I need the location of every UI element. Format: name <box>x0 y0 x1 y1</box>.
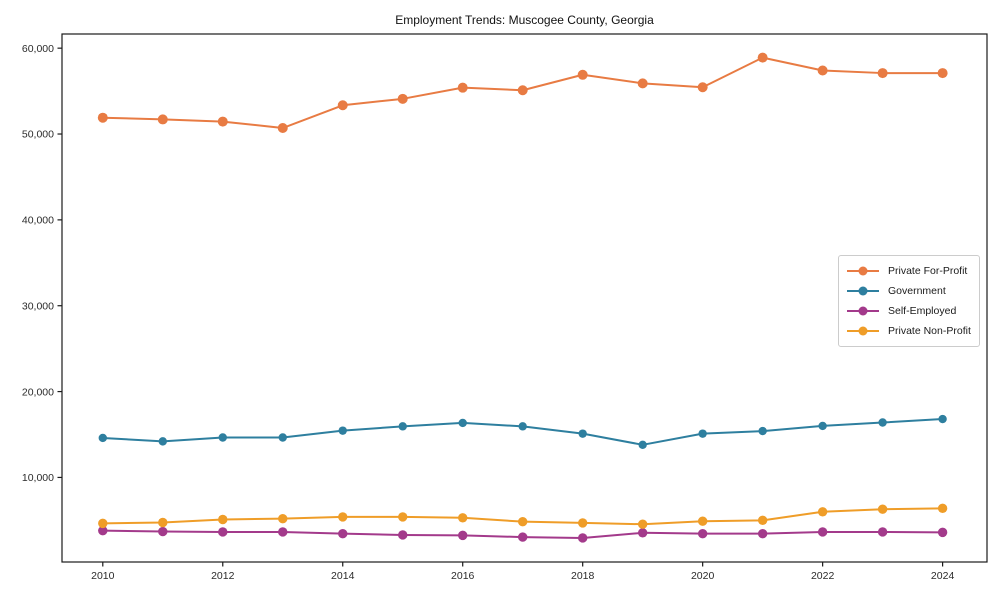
data-point-private-non-profit <box>637 519 648 529</box>
chart-legend: Private For-Profit Government Self-Employe… <box>838 255 980 347</box>
data-point-private-for-profit <box>217 116 228 127</box>
x-tick-label: 2010 <box>91 570 115 582</box>
data-point-private-for-profit <box>757 52 768 63</box>
data-point-private-non-profit <box>338 512 348 522</box>
data-point-private-non-profit <box>577 518 588 528</box>
legend-label: Self-Employed <box>888 305 957 317</box>
data-point-private-for-profit <box>457 82 468 93</box>
legend-label: Private Non-Profit <box>888 325 971 337</box>
data-point-private-non-profit <box>398 512 408 522</box>
data-point-government <box>878 418 887 427</box>
y-tick-label: 20,000 <box>22 386 54 398</box>
x-tick-label: 2020 <box>691 570 715 582</box>
legend-item-government: Government <box>846 281 973 301</box>
data-point-private-non-profit <box>278 513 288 524</box>
legend-marker-icon <box>847 266 879 276</box>
data-point-self-employed <box>937 527 948 538</box>
x-tick-label: 2024 <box>931 570 955 582</box>
y-tick-label: 60,000 <box>22 43 54 55</box>
data-point-government <box>518 422 527 431</box>
data-point-self-employed <box>218 527 228 537</box>
data-point-private-non-profit <box>98 518 108 529</box>
data-point-government <box>98 433 107 443</box>
data-point-government <box>698 429 707 438</box>
data-point-self-employed <box>458 530 468 541</box>
data-point-private-for-profit <box>277 123 288 134</box>
legend-marker-icon <box>847 326 879 336</box>
data-point-private-for-profit <box>157 114 168 125</box>
chart-title: Employment Trends: Muscogee County, Geor… <box>395 13 654 27</box>
legend-label: Government <box>888 285 946 297</box>
data-point-government <box>758 426 767 436</box>
plot-border <box>61 33 988 563</box>
data-point-private-for-profit <box>637 78 648 89</box>
data-point-private-for-profit <box>817 65 828 76</box>
data-point-private-non-profit <box>158 517 168 528</box>
data-point-government <box>398 422 407 431</box>
data-point-self-employed <box>158 526 168 537</box>
x-tick-label: 2014 <box>331 570 355 582</box>
data-point-private-non-profit <box>877 504 888 514</box>
data-point-private-for-profit <box>577 69 588 80</box>
data-point-government <box>818 421 827 431</box>
legend-label: Private For-Profit <box>888 265 968 277</box>
legend-item-private-for-profit: Private For-Profit <box>846 261 973 281</box>
x-tick-label: 2022 <box>811 570 835 582</box>
data-point-private-non-profit <box>937 503 948 514</box>
data-point-self-employed <box>637 528 648 538</box>
data-point-self-employed <box>697 528 708 539</box>
x-tick-label: 2016 <box>451 570 475 582</box>
data-point-self-employed <box>278 527 288 537</box>
data-point-private-non-profit <box>817 507 828 517</box>
y-tick-label: 40,000 <box>22 215 54 227</box>
data-point-private-for-profit <box>517 85 528 96</box>
data-point-private-for-profit <box>877 68 888 79</box>
y-tick-label: 50,000 <box>22 129 54 141</box>
data-point-private-non-profit <box>757 515 768 526</box>
data-point-private-for-profit <box>697 82 708 93</box>
x-tick-label: 2018 <box>571 570 595 582</box>
data-point-government <box>218 433 227 442</box>
data-point-self-employed <box>577 533 588 543</box>
data-point-private-non-profit <box>458 513 468 523</box>
data-point-private-for-profit <box>397 93 408 104</box>
data-point-self-employed <box>98 525 108 536</box>
data-point-private-for-profit <box>97 112 108 123</box>
data-point-government <box>578 429 587 438</box>
legend-marker-icon <box>847 306 879 316</box>
data-point-government <box>638 440 647 450</box>
y-tick-label: 30,000 <box>22 300 54 312</box>
data-point-private-non-profit <box>218 514 228 525</box>
data-point-self-employed <box>877 527 888 537</box>
legend-item-self-employed: Self-Employed <box>846 301 973 321</box>
legend-marker-icon <box>847 286 879 296</box>
data-point-government <box>458 418 467 428</box>
data-point-private-non-profit <box>518 516 528 527</box>
data-point-government <box>338 426 347 435</box>
data-point-government <box>938 414 947 424</box>
x-tick-label: 2012 <box>211 570 235 582</box>
data-point-private-for-profit <box>937 68 948 79</box>
data-point-government <box>158 437 167 446</box>
data-point-self-employed <box>757 528 768 539</box>
data-point-self-employed <box>338 528 348 539</box>
y-tick-label: 10,000 <box>22 472 54 484</box>
data-point-private-for-profit <box>337 100 348 111</box>
data-point-self-employed <box>518 532 528 542</box>
data-point-self-employed <box>398 530 408 540</box>
data-point-self-employed <box>817 527 828 537</box>
data-point-private-non-profit <box>697 516 708 526</box>
legend-item-private-non-profit: Private Non-Profit <box>846 321 973 341</box>
data-point-government <box>278 433 287 442</box>
